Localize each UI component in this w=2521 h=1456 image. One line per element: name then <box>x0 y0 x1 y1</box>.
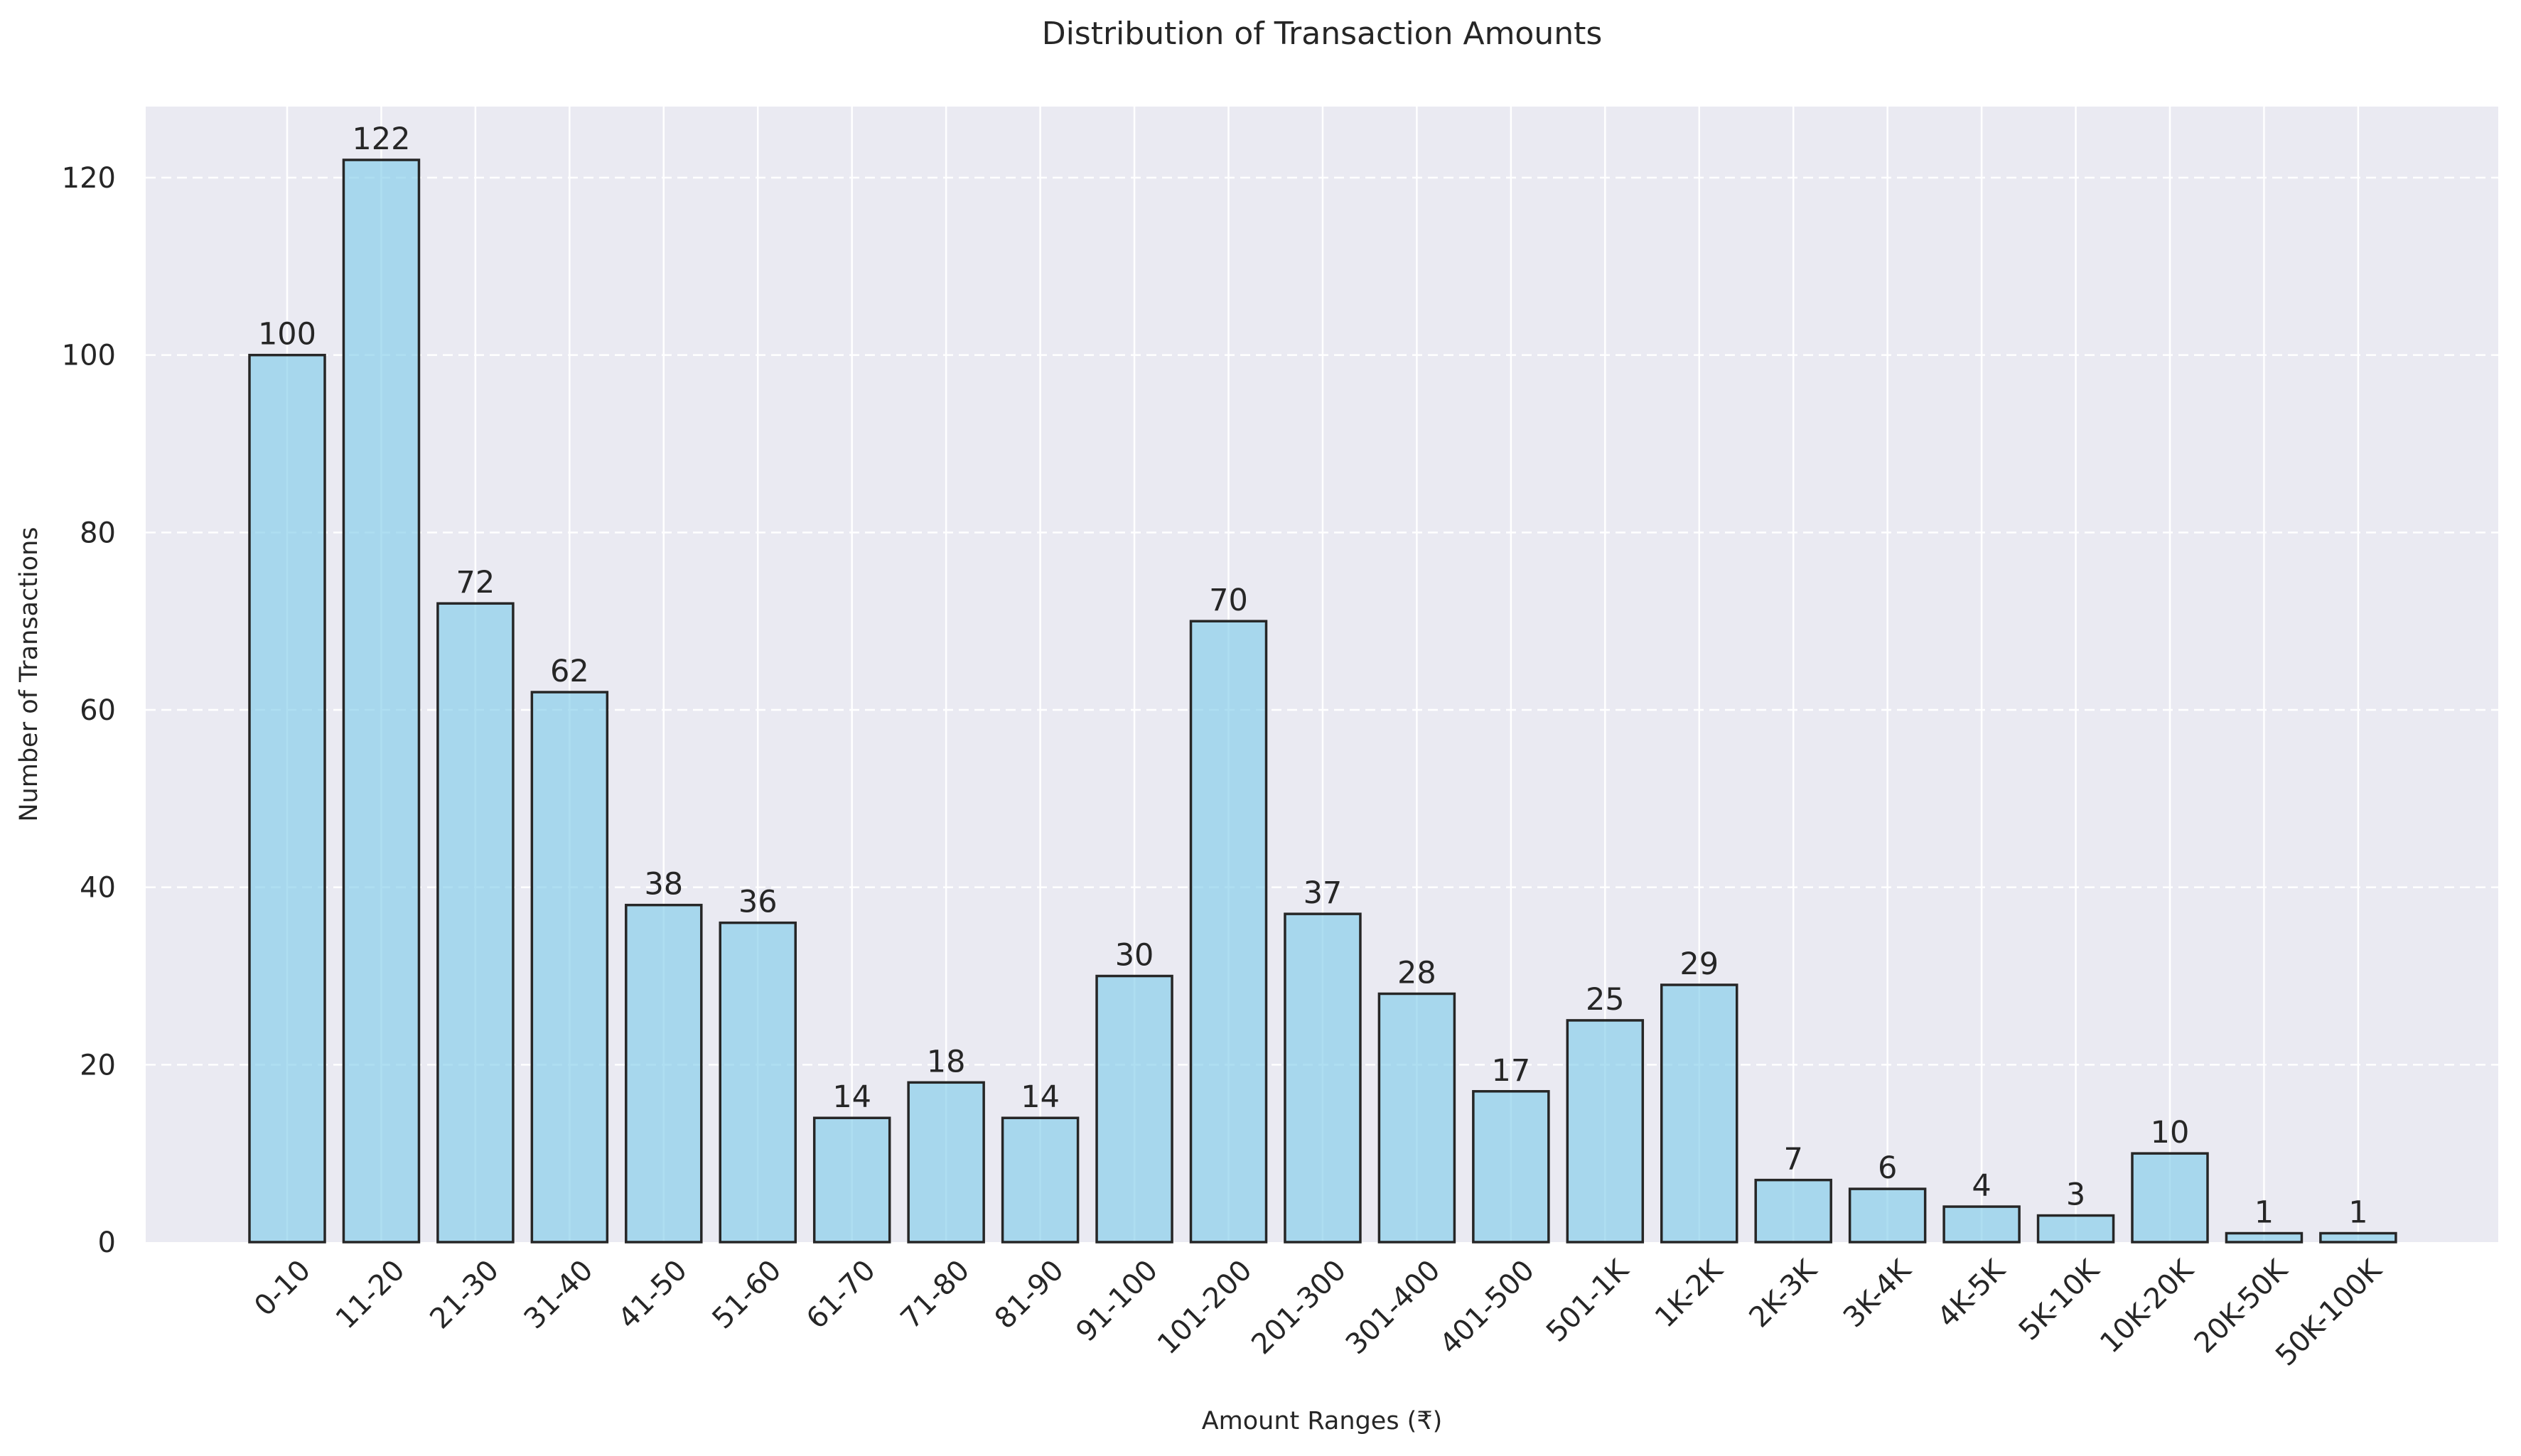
data-label-201-300: 37 <box>1303 875 1343 911</box>
x-tick-label-5K-10K: 5K-10K <box>2013 1253 2107 1347</box>
bar-5K-10K <box>2036 1214 2115 1244</box>
bar-201-300 <box>1284 912 1362 1244</box>
data-label-5K-10K: 3 <box>2066 1177 2085 1213</box>
x-tick-label-10K-20K: 10K-20K <box>2094 1253 2200 1359</box>
data-label-3K-4K: 6 <box>1878 1150 1897 1186</box>
bar-50K-100K <box>2319 1231 2397 1244</box>
x-tick-label-51-60: 51-60 <box>706 1254 788 1336</box>
bar-10K-20K <box>2131 1152 2209 1244</box>
data-label-50K-100K: 1 <box>2348 1195 2367 1231</box>
bar-301-400 <box>1377 992 1456 1244</box>
x-tick-label-2K-3K: 2K-3K <box>1743 1253 1824 1334</box>
chart-title: Distribution of Transaction Amounts <box>1042 16 1603 52</box>
bar-41-50 <box>625 903 703 1244</box>
bar-401-500 <box>1472 1090 1550 1244</box>
data-labels: 100 122 72 62 38 36 14 18 14 30 70 37 28 17 25 29 7 6 4 3 10… <box>258 122 2368 1230</box>
x-tick-label-11-20: 11-20 <box>330 1254 412 1336</box>
y-tick-label: 120 <box>62 162 116 195</box>
x-tick-label-71-80: 71-80 <box>895 1254 977 1336</box>
bar-2K-3K <box>1754 1178 1832 1244</box>
data-label-91-100: 30 <box>1115 938 1154 974</box>
data-label-4K-5K: 4 <box>1972 1168 1991 1204</box>
data-label-61-70: 14 <box>832 1079 871 1115</box>
y-tick-label: 20 <box>80 1049 116 1082</box>
data-label-21-30: 72 <box>456 565 495 600</box>
bar-3K-4K <box>1848 1187 1927 1244</box>
x-tick-label-101-200: 101-200 <box>1151 1254 1259 1361</box>
data-label-101-200: 70 <box>1209 583 1248 618</box>
x-tick-label-21-30: 21-30 <box>424 1254 505 1336</box>
x-tick-label-4K-5K: 4K-5K <box>1931 1253 2012 1334</box>
bar-51-60 <box>719 921 797 1244</box>
bar-0-10 <box>248 353 326 1244</box>
y-axis-label: Number of Transactions <box>15 527 43 821</box>
x-tick-label-61-70: 61-70 <box>800 1254 882 1336</box>
x-tick-label-501-1K: 501-1K <box>1540 1253 1636 1349</box>
x-tick-label-1K-2K: 1K-2K <box>1649 1253 1730 1334</box>
data-label-1K-2K: 29 <box>1679 947 1719 982</box>
data-label-41-50: 38 <box>644 867 683 902</box>
y-tick-label: 60 <box>80 694 116 727</box>
bar-501-1K <box>1566 1019 1645 1244</box>
y-tick-label: 40 <box>80 872 116 905</box>
x-tick-label-0-10: 0-10 <box>248 1254 317 1323</box>
bar-11-20 <box>342 158 421 1244</box>
data-label-0-10: 100 <box>258 317 316 352</box>
data-label-501-1K: 25 <box>1586 982 1625 1018</box>
data-label-2K-3K: 7 <box>1784 1142 1803 1177</box>
y-tick-label: 0 <box>98 1226 116 1259</box>
data-label-10K-20K: 10 <box>2151 1115 2190 1150</box>
bar-31-40 <box>530 691 609 1244</box>
bar-71-80 <box>907 1081 985 1244</box>
bars <box>248 158 2397 1244</box>
data-label-71-80: 18 <box>927 1044 966 1079</box>
bar-1K-2K <box>1660 983 1738 1244</box>
bar-101-200 <box>1189 620 1268 1244</box>
x-tick-label-3K-4K: 3K-4K <box>1837 1253 1918 1334</box>
bar-4K-5K <box>1942 1205 2021 1244</box>
bar-81-90 <box>1001 1116 1080 1244</box>
x-tick-label-31-40: 31-40 <box>518 1254 600 1336</box>
data-label-51-60: 36 <box>738 885 778 920</box>
x-tick-label-81-90: 81-90 <box>989 1254 1070 1336</box>
data-label-31-40: 62 <box>550 654 589 689</box>
data-label-401-500: 17 <box>1491 1053 1530 1089</box>
x-axis-ticks: 0-10 11-20 21-30 31-40 41-50 51-60 61-70 71-80 8… <box>248 1253 2389 1372</box>
x-tick-label-41-50: 41-50 <box>612 1254 694 1336</box>
data-label-11-20: 122 <box>352 122 410 157</box>
x-tick-label-91-100: 91-100 <box>1070 1254 1164 1349</box>
bar-61-70 <box>812 1116 891 1244</box>
data-label-20K-50K: 1 <box>2254 1195 2274 1231</box>
x-tick-label-301-400: 301-400 <box>1340 1254 1447 1361</box>
data-label-301-400: 28 <box>1397 955 1436 991</box>
x-tick-label-201-300: 201-300 <box>1245 1254 1353 1361</box>
x-tick-label-401-500: 401-500 <box>1434 1254 1541 1361</box>
data-label-81-90: 14 <box>1021 1079 1060 1115</box>
bar-20K-50K <box>2225 1231 2304 1244</box>
y-tick-label: 80 <box>80 517 116 549</box>
y-axis-ticks: 0 20 40 60 80 100 120 <box>62 162 116 1259</box>
x-axis-label: Amount Ranges (₹) <box>1202 1407 1443 1435</box>
bar-91-100 <box>1095 974 1173 1244</box>
bar-21-30 <box>436 602 515 1244</box>
y-tick-label: 100 <box>62 340 116 372</box>
